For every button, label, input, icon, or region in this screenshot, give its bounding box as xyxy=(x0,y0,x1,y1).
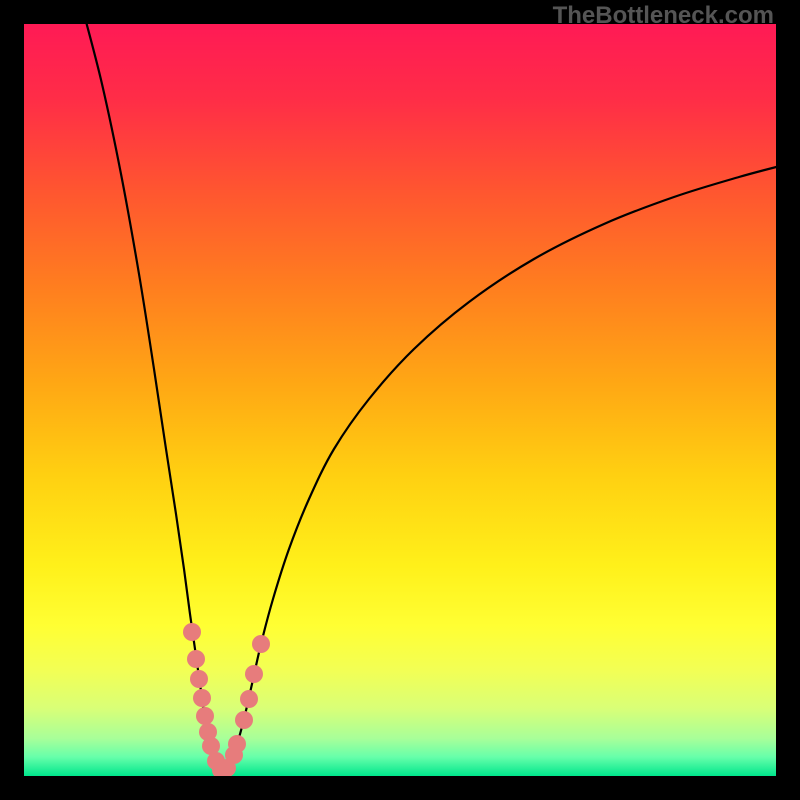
data-marker xyxy=(183,623,201,641)
data-marker xyxy=(190,670,208,688)
border-bottom xyxy=(0,776,800,800)
curve-layer xyxy=(24,24,776,776)
data-marker xyxy=(235,711,253,729)
curve-right xyxy=(221,165,776,772)
data-marker xyxy=(245,665,263,683)
data-marker xyxy=(228,735,246,753)
data-marker xyxy=(187,650,205,668)
data-marker xyxy=(193,689,211,707)
watermark-text: TheBottleneck.com xyxy=(553,2,774,30)
border-left xyxy=(0,0,24,800)
data-marker xyxy=(252,635,270,653)
data-marker xyxy=(240,690,258,708)
border-right xyxy=(776,0,800,800)
chart-frame: TheBottleneck.com xyxy=(0,0,800,800)
plot-area xyxy=(24,24,776,776)
